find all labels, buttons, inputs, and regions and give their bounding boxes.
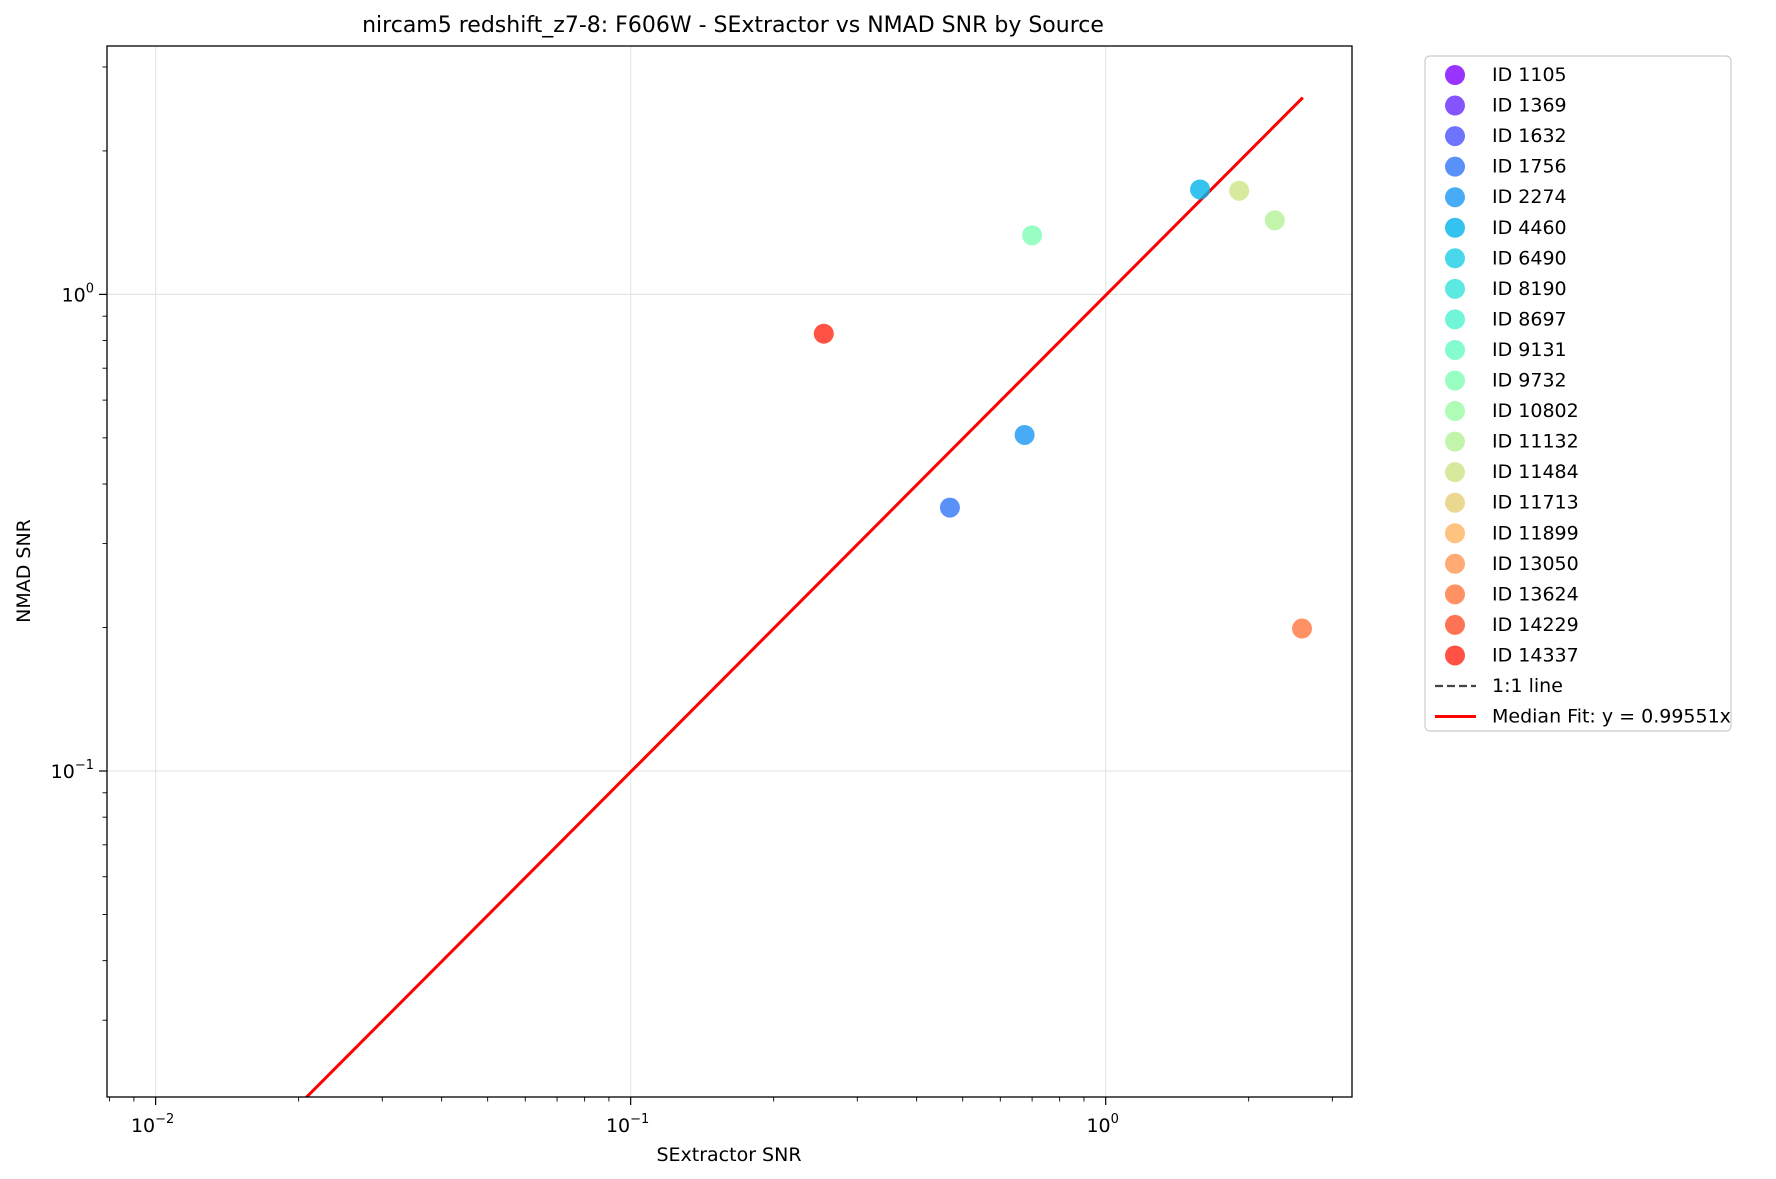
data-point-id-1756 bbox=[939, 497, 960, 518]
y-tick-label: 100 bbox=[62, 281, 94, 306]
legend-label: ID 11899 bbox=[1492, 522, 1579, 544]
legend-label: ID 9732 bbox=[1492, 370, 1567, 392]
legend-marker bbox=[1445, 309, 1465, 330]
legend-marker bbox=[1445, 462, 1465, 483]
legend-label: ID 8697 bbox=[1492, 308, 1567, 330]
grid-lines bbox=[107, 46, 1352, 1097]
legend-marker bbox=[1445, 523, 1465, 544]
data-point-id-9732 bbox=[1022, 225, 1043, 246]
x-axis-ticks: 10−2 10−1 100 bbox=[109, 1097, 1333, 1137]
y-tick-label-exponent: −1 bbox=[75, 758, 94, 773]
data-point-id-11484 bbox=[1229, 180, 1250, 201]
legend-marker bbox=[1445, 217, 1465, 238]
legend-label: Median Fit: y = 0.99551x bbox=[1492, 706, 1731, 728]
legend-label: ID 1369 bbox=[1492, 95, 1567, 117]
x-tick-label-base: 10 bbox=[606, 1115, 630, 1137]
data-point-id-14337 bbox=[813, 323, 834, 344]
legend-marker bbox=[1445, 95, 1465, 116]
legend-marker bbox=[1445, 156, 1465, 177]
x-tick-label: 10−1 bbox=[606, 1112, 649, 1137]
legend-frame bbox=[1424, 55, 1732, 732]
legend-label: ID 6490 bbox=[1492, 247, 1567, 269]
legend-marker bbox=[1445, 187, 1465, 208]
legend: ID 1105 ID 1369 ID 1632 ID 1756 ID 2274 ID 44… bbox=[1424, 55, 1732, 732]
legend-marker bbox=[1445, 278, 1465, 299]
y-tick-label-exponent: 0 bbox=[86, 281, 94, 296]
legend-label: ID 14337 bbox=[1492, 644, 1579, 666]
legend-marker bbox=[1445, 248, 1465, 269]
reference-lines bbox=[304, 96, 1304, 1097]
data-point-id-2274 bbox=[1014, 424, 1035, 445]
legend-marker bbox=[1445, 370, 1465, 391]
median-fit-line bbox=[304, 96, 1304, 1097]
x-tick-label-base: 10 bbox=[1086, 1115, 1110, 1137]
legend-label: ID 13050 bbox=[1492, 553, 1579, 575]
data-point-id-13624 bbox=[1292, 618, 1313, 639]
legend-label: 1:1 line bbox=[1492, 675, 1563, 697]
x-axis-label: SExtractor SNR bbox=[656, 1144, 801, 1166]
data-point-id-4460 bbox=[1190, 179, 1211, 200]
legend-marker bbox=[1445, 401, 1465, 422]
y-tick-label-base: 10 bbox=[62, 284, 86, 306]
legend-marker bbox=[1445, 431, 1465, 452]
legend-label: ID 1632 bbox=[1492, 125, 1567, 147]
legend-label: ID 1105 bbox=[1492, 64, 1567, 86]
scatter-points bbox=[813, 179, 1313, 639]
plot-frame bbox=[106, 45, 1353, 1098]
legend-marker bbox=[1445, 126, 1465, 147]
legend-label: ID 11484 bbox=[1492, 461, 1579, 483]
legend-marker bbox=[1445, 645, 1465, 666]
x-tick-label-exponent: −1 bbox=[630, 1112, 649, 1127]
legend-label: ID 13624 bbox=[1492, 583, 1579, 605]
legend-label: ID 11713 bbox=[1492, 492, 1579, 514]
legend-label: ID 10802 bbox=[1492, 400, 1579, 422]
data-point-id-11132 bbox=[1264, 210, 1285, 231]
legend-marker bbox=[1445, 553, 1465, 574]
legend-marker bbox=[1445, 584, 1465, 605]
x-tick-label-exponent: 0 bbox=[1111, 1112, 1119, 1127]
legend-label: ID 4460 bbox=[1492, 217, 1567, 239]
legend-marker bbox=[1445, 614, 1465, 635]
legend-marker bbox=[1445, 339, 1465, 360]
legend-label: ID 9131 bbox=[1492, 339, 1567, 361]
chart-title: nircam5 redshift_z7-8: F606W - SExtracto… bbox=[362, 13, 1104, 38]
y-axis-label: NMAD SNR bbox=[13, 519, 35, 623]
legend-marker bbox=[1445, 65, 1465, 85]
legend-marker bbox=[1445, 492, 1465, 513]
y-tick-label-base: 10 bbox=[51, 761, 75, 783]
legend-label: ID 1756 bbox=[1492, 156, 1567, 178]
x-tick-label: 10−2 bbox=[131, 1112, 174, 1137]
legend-label: ID 11132 bbox=[1492, 431, 1579, 453]
x-tick-label-base: 10 bbox=[131, 1115, 155, 1137]
legend-label: ID 8190 bbox=[1492, 278, 1567, 300]
legend-label: ID 14229 bbox=[1492, 614, 1579, 636]
legend-label: ID 2274 bbox=[1492, 186, 1567, 208]
y-tick-label: 10−1 bbox=[51, 758, 94, 783]
x-tick-label: 100 bbox=[1086, 1112, 1118, 1137]
x-tick-label-exponent: −2 bbox=[155, 1112, 174, 1127]
